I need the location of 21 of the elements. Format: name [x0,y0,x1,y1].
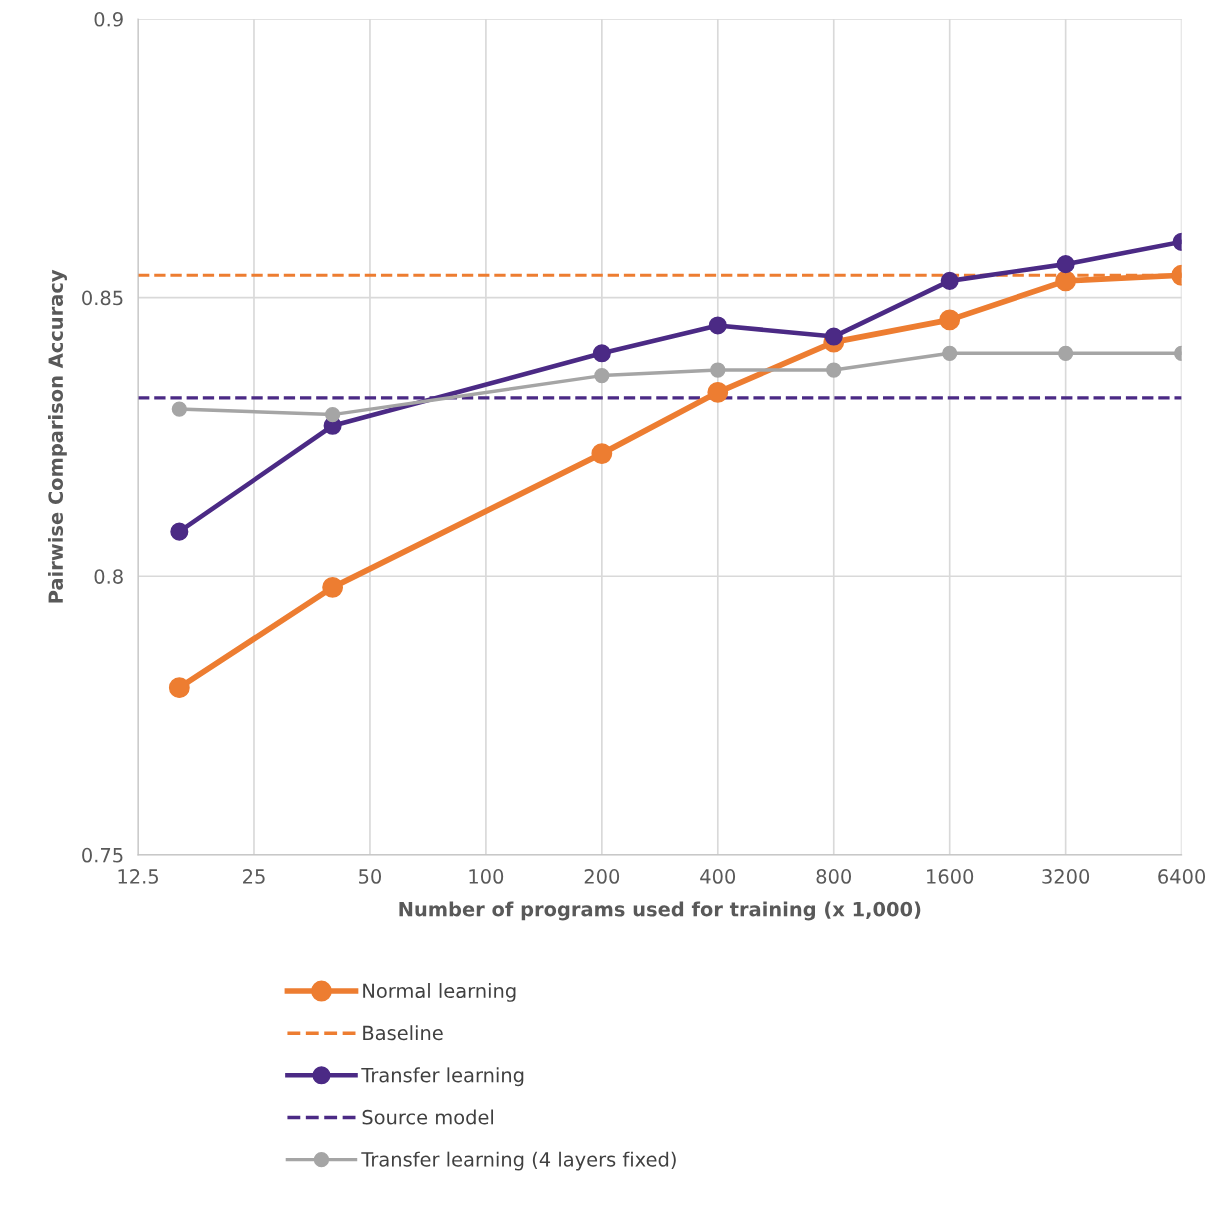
x-tick-label: 6400 [1158,869,1206,884]
y-axis-title: Pairwise Comparison Accuracy [47,269,67,603]
x-axis-title: Number of programs used for training (x 1,000) [399,901,921,921]
legend-label: Transfer learning (4 layers fixed) [361,1151,676,1171]
y-tick-label: 0.85 [82,290,123,306]
legend-label: Transfer learning [361,1067,524,1087]
x-tick-label: 12.5 [118,869,158,884]
x-tick-label: 800 [816,869,852,884]
x-tick-label: 25 [243,869,265,884]
x-tick-label: 1600 [927,869,974,884]
y-tick-label: 0.8 [94,569,123,584]
legend-label: Source model [362,1109,493,1125]
x-tick-label: 200 [584,869,620,884]
x-tick-label: 400 [700,869,736,884]
x-tick-label: 100 [469,869,504,884]
legend-label: Baseline [363,1025,443,1041]
x-tick-label: 50 [359,869,382,884]
y-tick-label: 0.75 [82,847,123,863]
x-tick-label: 3200 [1042,869,1090,884]
legend-label: Normal learning [363,983,516,1002]
y-tick-label: 0.9 [94,11,123,27]
